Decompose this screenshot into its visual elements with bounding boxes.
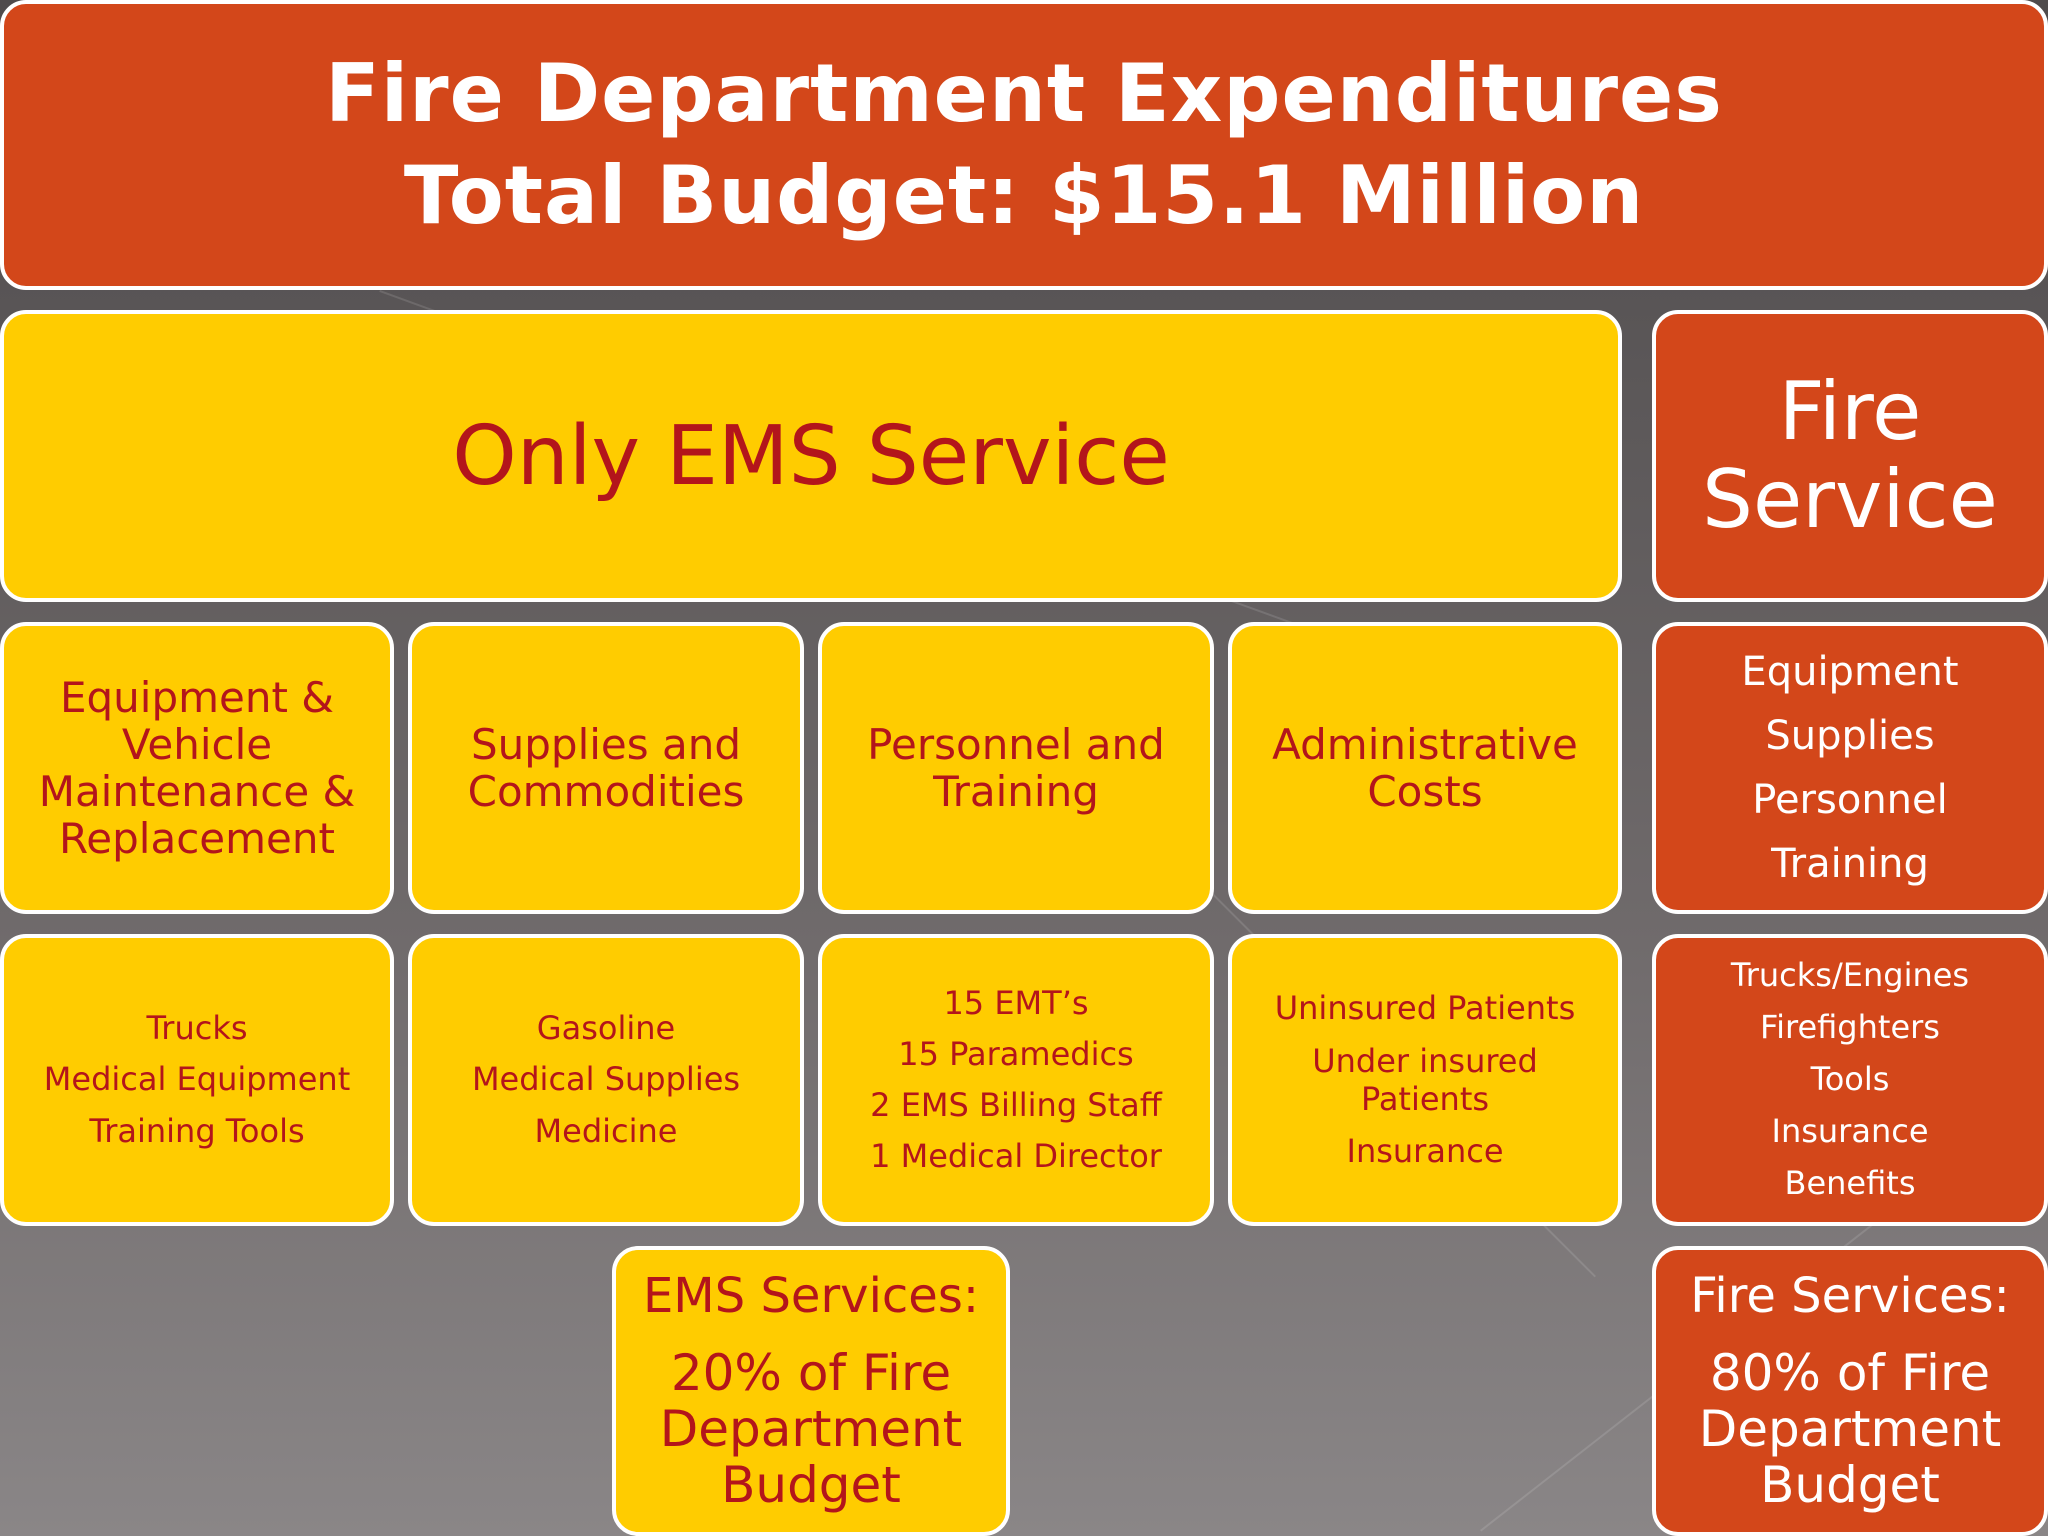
summary-line: Department	[1698, 1399, 2002, 1458]
fire-category-line: Equipment	[1741, 649, 1959, 695]
fire-detail-line: Trucks/Engines	[1730, 956, 1970, 995]
fire-category-line: Training	[1771, 841, 1929, 887]
category-line: Maintenance &	[38, 767, 356, 816]
summary-line: 20% of Fire	[670, 1343, 952, 1402]
fire-category-line: Personnel	[1752, 777, 1948, 823]
detail-line: Insurance	[1346, 1132, 1504, 1171]
detail-line: 1 Medical Director	[870, 1137, 1162, 1176]
fire-heading-line: Service	[1702, 453, 1998, 546]
summary-label: EMS Services:	[642, 1268, 980, 1325]
detail-line: 15 Paramedics	[898, 1034, 1134, 1073]
ems-detail-box: 15 EMT’s 15 Paramedics 2 EMS Billing Sta…	[818, 934, 1214, 1226]
page-subtitle: Total Budget: $15.1 Million	[403, 149, 1645, 242]
detail-line: Gasoline	[536, 1009, 676, 1048]
page-title: Fire Department Expenditures	[325, 47, 1723, 140]
category-line: Personnel and	[867, 719, 1165, 769]
ems-category-box: Equipment & Vehicle Maintenance & Replac…	[0, 622, 394, 914]
fire-summary-box: Fire Services: 80% of Fire Department Bu…	[1652, 1246, 2048, 1536]
category-line: Costs	[1367, 767, 1483, 816]
summary-line: Department	[659, 1399, 963, 1458]
summary-line: Budget	[721, 1455, 901, 1514]
detail-line: Uninsured Patients	[1274, 989, 1576, 1028]
fire-detail-line: Tools	[1810, 1060, 1890, 1099]
detail-line: Medical Supplies	[471, 1060, 741, 1099]
ems-summary-box: EMS Services: 20% of Fire Department Bud…	[612, 1246, 1010, 1536]
fire-detail-line: Insurance	[1771, 1111, 1929, 1150]
summary-line: Budget	[1760, 1455, 1940, 1514]
detail-line: Training Tools	[89, 1111, 305, 1150]
ems-detail-box: Trucks Medical Equipment Training Tools	[0, 934, 394, 1226]
ems-heading-box: Only EMS Service	[0, 310, 1622, 602]
fire-heading-line: Fire	[1778, 365, 1922, 458]
category-line: Equipment &	[59, 672, 335, 722]
category-line: Vehicle	[121, 719, 273, 769]
detail-line: Medical Equipment	[43, 1060, 351, 1099]
detail-line: 15 EMT’s	[943, 983, 1089, 1022]
ems-detail-box: Uninsured Patients Under insured Patient…	[1228, 934, 1622, 1226]
fire-heading-box: Fire Service	[1652, 310, 2048, 602]
fire-category-box: Equipment Supplies Personnel Training	[1652, 622, 2048, 914]
category-line: Commodities	[467, 767, 745, 816]
category-line: Training	[933, 767, 1099, 816]
ems-category-box: Supplies and Commodities	[408, 622, 804, 914]
detail-line: Trucks	[146, 1009, 248, 1048]
category-line: Replacement	[59, 814, 335, 864]
category-line: Supplies and	[470, 719, 742, 769]
ems-detail-box: Gasoline Medical Supplies Medicine	[408, 934, 804, 1226]
ems-heading: Only EMS Service	[452, 408, 1170, 504]
fire-detail-box: Trucks/Engines Firefighters Tools Insura…	[1652, 934, 2048, 1226]
ems-category-box: Administrative Costs	[1228, 622, 1622, 914]
summary-label: Fire Services:	[1690, 1268, 2010, 1325]
detail-line: Medicine	[534, 1111, 678, 1150]
category-line: Administrative	[1272, 719, 1578, 769]
detail-line: 2 EMS Billing Staff	[870, 1086, 1162, 1124]
ems-category-box: Personnel and Training	[818, 622, 1214, 914]
header-banner: Fire Department Expenditures Total Budge…	[0, 0, 2048, 290]
detail-line: Patients	[1360, 1080, 1490, 1118]
fire-detail-line: Firefighters	[1760, 1008, 1940, 1047]
summary-line: 80% of Fire	[1709, 1343, 1991, 1402]
fire-category-line: Supplies	[1765, 713, 1935, 759]
fire-detail-line: Benefits	[1784, 1163, 1916, 1202]
detail-line: Under insured	[1312, 1041, 1538, 1080]
